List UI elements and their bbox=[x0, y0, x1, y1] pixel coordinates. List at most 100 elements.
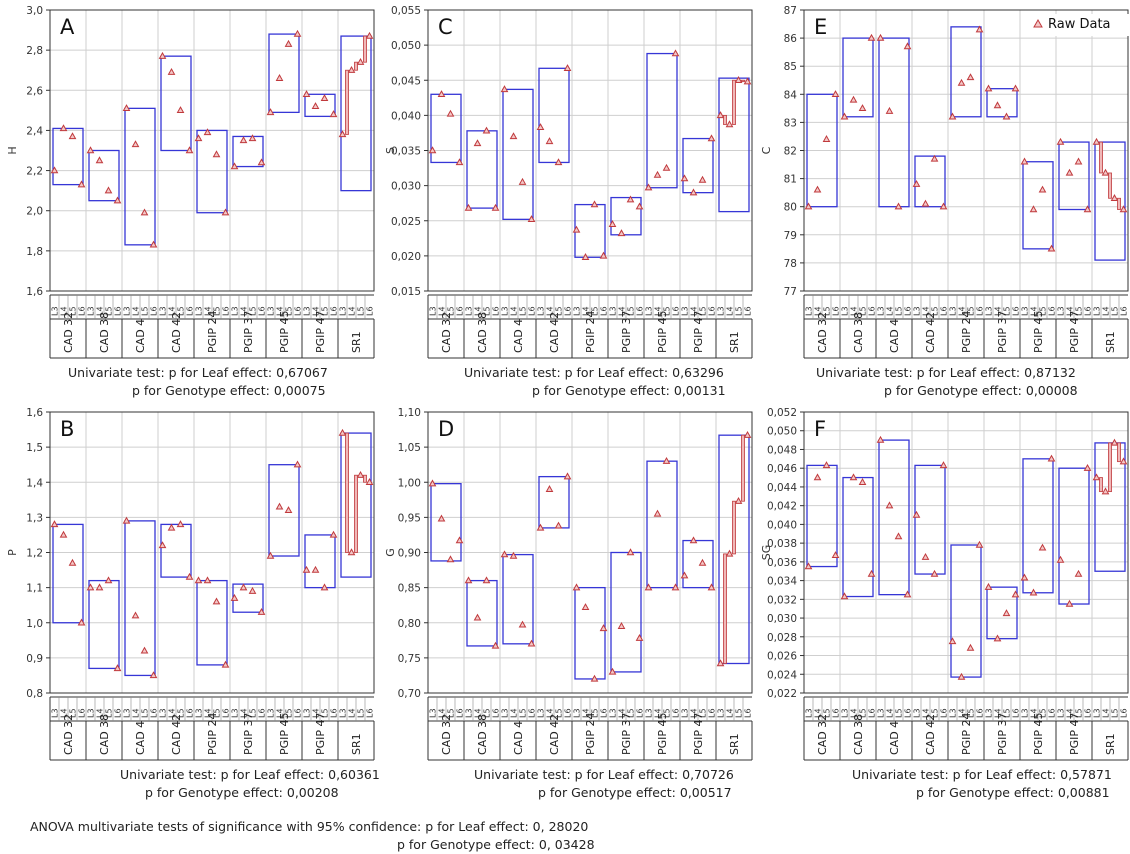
y-tick-label: 0,044 bbox=[767, 482, 797, 494]
raw-data-point bbox=[1074, 569, 1083, 577]
y-tick-label: 1,00 bbox=[398, 477, 421, 489]
chart-e-stats: Univariate test: p for Leaf effect: 0,87… bbox=[756, 364, 1130, 400]
raw-data-point bbox=[302, 565, 311, 573]
leaf-label: L5 bbox=[663, 708, 672, 718]
raw-data-point bbox=[554, 158, 563, 166]
leaf-label: L3 bbox=[949, 708, 958, 718]
y-tick-label: 0,026 bbox=[767, 651, 797, 663]
leaf-label: L3 bbox=[501, 306, 510, 316]
raw-data-bar bbox=[741, 434, 745, 502]
raw-data-point bbox=[635, 202, 644, 210]
raw-data-bar bbox=[732, 79, 736, 125]
leaf-label: L5 bbox=[591, 708, 600, 718]
category-label: CAD 38 bbox=[852, 714, 865, 755]
raw-data-point bbox=[572, 583, 581, 591]
raw-data-point bbox=[617, 229, 626, 237]
y-tick-label: 77 bbox=[784, 286, 797, 298]
range-box bbox=[340, 35, 372, 192]
leaf-label: L4 bbox=[814, 306, 823, 316]
range-box bbox=[304, 534, 336, 589]
raw-data-point bbox=[311, 565, 320, 573]
range-box bbox=[718, 434, 750, 665]
genotype-effect-text: p for Genotype effect: 0,00131 bbox=[532, 383, 726, 398]
raw-data-point bbox=[921, 552, 930, 560]
leaf-label: L3 bbox=[195, 306, 204, 316]
y-tick-label: 0,045 bbox=[391, 75, 421, 87]
range-box bbox=[1094, 141, 1126, 261]
leaf-label: L6 bbox=[1048, 306, 1057, 316]
leaf-label: L4 bbox=[132, 306, 141, 316]
range-box bbox=[196, 579, 228, 666]
leaf-label: L4 bbox=[438, 708, 447, 718]
raw-data-point bbox=[356, 57, 365, 65]
raw-data-bar bbox=[345, 69, 349, 135]
y-tick-label: 0,95 bbox=[398, 512, 421, 524]
raw-data-point bbox=[536, 523, 545, 531]
raw-data-point bbox=[203, 128, 212, 136]
raw-data-bar bbox=[354, 61, 358, 71]
leaf-label: L5 bbox=[177, 708, 186, 718]
leaf-label: L5 bbox=[1039, 306, 1048, 316]
range-box bbox=[646, 460, 678, 589]
leaf-label: L6 bbox=[258, 306, 267, 316]
raw-data-point bbox=[590, 200, 599, 208]
y-tick-label: 0,035 bbox=[391, 146, 421, 158]
leaf-label: L5 bbox=[447, 306, 456, 316]
category-label: PGIP 45 bbox=[278, 712, 291, 755]
leaf-label: L4 bbox=[546, 306, 555, 316]
range-box bbox=[160, 55, 192, 152]
leaf-label: L6 bbox=[672, 708, 681, 718]
y-tick-label: 0,024 bbox=[767, 669, 797, 681]
y-tick-label: 85 bbox=[784, 61, 797, 73]
raw-data-point bbox=[948, 112, 957, 120]
range-box bbox=[806, 464, 838, 568]
raw-data-point bbox=[437, 90, 446, 97]
category-label: PGIP 45 bbox=[656, 712, 669, 755]
raw-data-point bbox=[455, 536, 464, 544]
leaf-label: L3 bbox=[123, 306, 132, 316]
y-tick-label: 2,4 bbox=[26, 125, 43, 137]
raw-data-point bbox=[599, 251, 608, 259]
range-box bbox=[878, 37, 910, 208]
raw-data-point bbox=[680, 174, 689, 182]
raw-data-point bbox=[1002, 112, 1011, 120]
raw-data-point bbox=[140, 208, 149, 216]
raw-data-point bbox=[140, 646, 149, 654]
y-tick-label: 0,030 bbox=[391, 181, 421, 193]
y-axis-label: P bbox=[6, 549, 19, 556]
raw-data-point bbox=[500, 550, 509, 558]
range-box bbox=[574, 586, 606, 680]
leaf-label: L4 bbox=[168, 306, 177, 316]
leaf-label: L5 bbox=[1003, 708, 1012, 718]
raw-data-point bbox=[867, 569, 876, 577]
raw-data-point bbox=[1101, 487, 1110, 495]
leaf-label: L3 bbox=[717, 306, 726, 316]
leaf-label: L6 bbox=[456, 306, 465, 316]
raw-data-point bbox=[1038, 185, 1047, 193]
legend-box bbox=[1030, 14, 1130, 36]
range-box bbox=[950, 544, 982, 678]
leaf-label: L4 bbox=[958, 306, 967, 316]
leaf-label: L6 bbox=[868, 708, 877, 718]
leaf-label: L5 bbox=[483, 306, 492, 316]
raw-data-point bbox=[689, 536, 698, 544]
raw-data-point bbox=[716, 659, 725, 667]
leaf-label: L3 bbox=[877, 306, 886, 316]
range-box bbox=[574, 203, 606, 258]
range-box bbox=[718, 77, 750, 213]
leaf-label: L4 bbox=[1102, 306, 1111, 316]
leaf-label: L3 bbox=[985, 708, 994, 718]
raw-data-point bbox=[491, 203, 500, 211]
raw-data-point bbox=[644, 183, 653, 191]
leaf-label: L4 bbox=[1030, 306, 1039, 316]
category-label: PGIP 47 bbox=[1068, 712, 1081, 755]
range-box bbox=[52, 127, 84, 186]
leaf-label: L5 bbox=[699, 708, 708, 718]
y-tick-label: 82 bbox=[784, 146, 797, 158]
raw-data-point bbox=[930, 154, 939, 162]
range-box bbox=[124, 520, 156, 677]
y-tick-label: 86 bbox=[784, 33, 798, 45]
leaf-label: L3 bbox=[429, 708, 438, 718]
leaf-label: L3 bbox=[339, 306, 348, 316]
